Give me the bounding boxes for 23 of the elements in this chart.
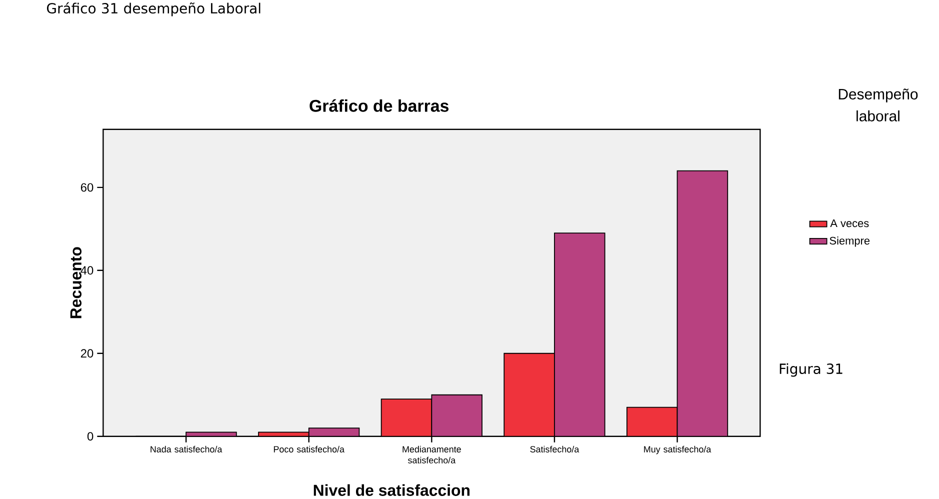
bar <box>504 353 554 436</box>
legend-label: A veces <box>830 219 869 228</box>
bar <box>432 394 482 436</box>
x-tick-label: Satisfecho/a <box>530 446 580 452</box>
bar <box>626 406 678 436</box>
bar <box>676 170 728 436</box>
x-tick-label: Medianamente satisfecho/a <box>402 446 461 464</box>
bar <box>381 398 432 436</box>
legend-label: Siempre <box>830 236 870 247</box>
legend-title: Desempeño laboral <box>838 88 918 122</box>
y-tick-label: 0 <box>87 432 94 440</box>
x-tick-label: Nada satisfecho/a <box>150 446 222 452</box>
x-tick-label: Muy satisfecho/a <box>644 446 712 454</box>
bar <box>554 232 605 436</box>
text: Figura 31 <box>780 363 842 377</box>
text: Gráfico 31 desempeño Laboral <box>46 2 260 16</box>
chart-title: Gráfico de barras <box>310 99 449 112</box>
x-tick-label: Poco satisfecho/a <box>274 446 344 452</box>
x-axis-title: Nivel de satisfaccion <box>314 484 470 496</box>
y-tick-label: 60 <box>80 183 94 192</box>
y-tick-label: 20 <box>80 349 94 358</box>
y-tick-label: 40 <box>80 266 94 274</box>
y-axis-title: Recuento <box>70 247 82 318</box>
